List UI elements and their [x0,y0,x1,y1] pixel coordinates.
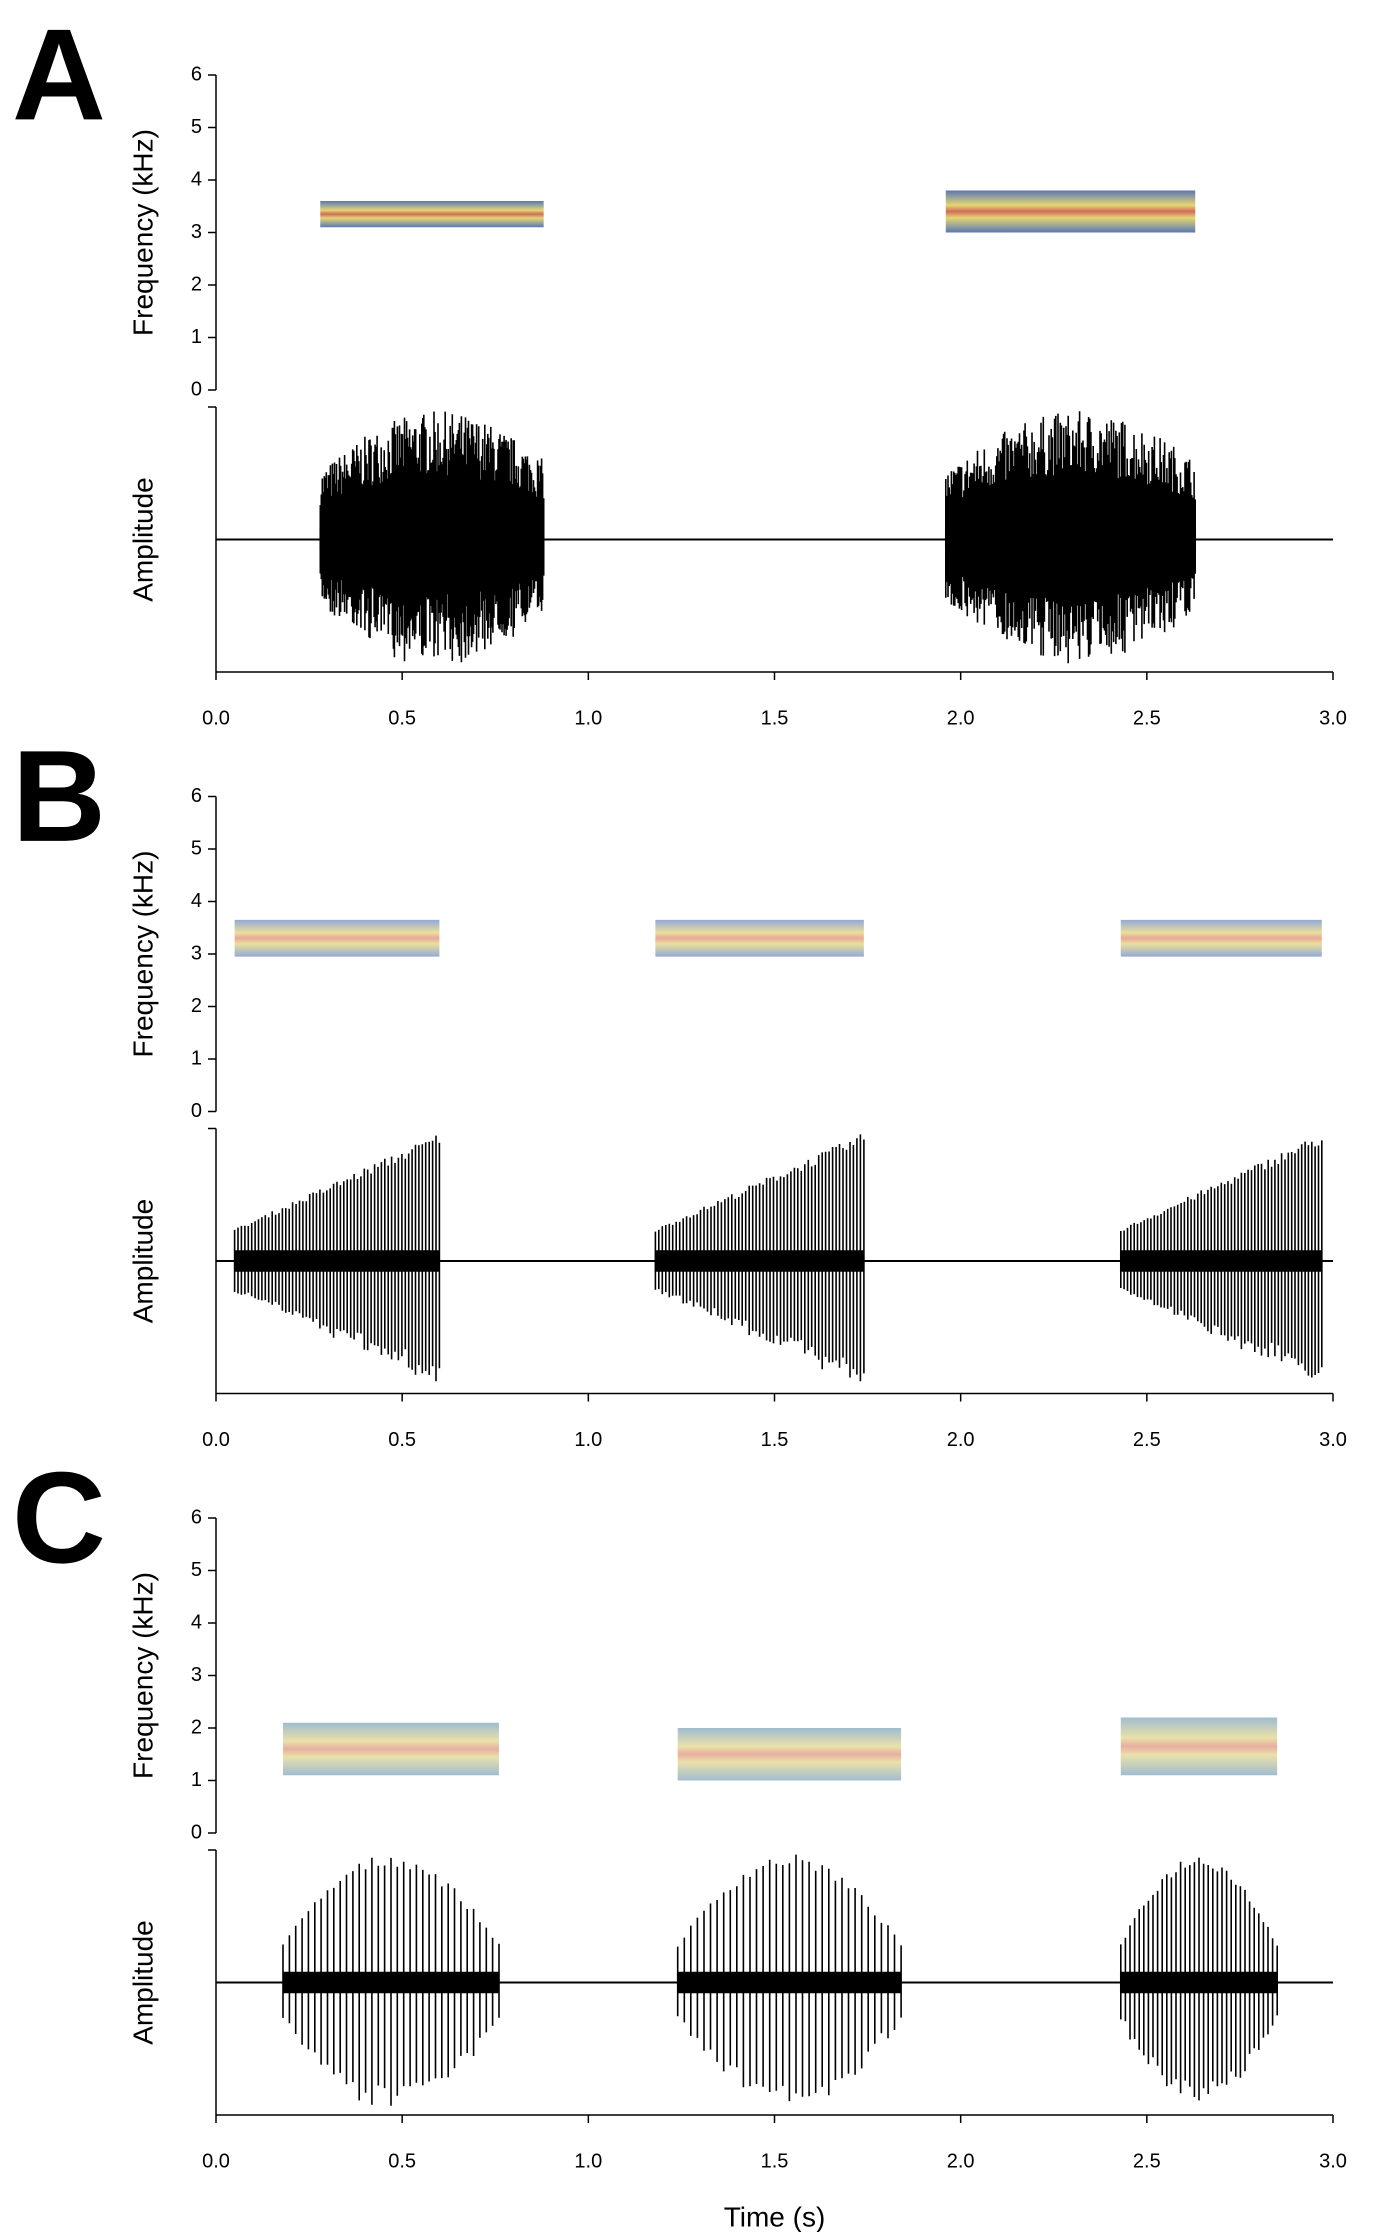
y-tick-label: 2 [191,273,202,295]
y-tick-label: 0 [191,1821,202,1843]
spectrogram-call [1120,919,1322,957]
waveform-call [944,411,1197,664]
spectrogram-call [945,190,1196,233]
y-tick-label: 5 [191,837,202,859]
y-tick-label: 0 [191,378,202,400]
waveform-call [282,1857,500,2106]
spectrogram-call [283,1722,499,1776]
amplitude-label: Amplitude [127,1199,158,1324]
waveform-call [1119,1857,1278,2101]
x-tick-label: 2.0 [947,1429,975,1451]
y-tick-label: 1 [191,326,202,348]
x-tick-label: 0.0 [202,1429,230,1451]
spectrogram-call [320,201,544,228]
x-tick-label: 2.5 [1133,2150,1161,2172]
y-tick-label: 5 [191,1559,202,1581]
y-tick-label: 6 [191,785,202,807]
y-tick-label: 2 [191,995,202,1017]
y-tick-label: 1 [191,1047,202,1069]
waveform-call [1119,1140,1323,1378]
x-axis-label: Time (s) [724,2201,826,2232]
waveform-call [233,1135,441,1382]
x-tick-label: 1.0 [574,707,602,729]
y-tick-label: 3 [191,221,202,243]
x-tick-label: 2.5 [1133,707,1161,729]
x-tick-label: 3.0 [1319,707,1347,729]
x-tick-label: 1.5 [761,2150,789,2172]
panel-label: C [12,1444,106,1590]
y-tick-label: 4 [191,1611,202,1633]
x-tick-label: 1.0 [574,2150,602,2172]
y-tick-label: 1 [191,1769,202,1791]
amplitude-label: Amplitude [127,477,158,602]
x-tick-label: 1.0 [574,1429,602,1451]
x-tick-label: 0.5 [388,2150,416,2172]
x-tick-label: 1.5 [761,1429,789,1451]
y-axis-label: Frequency (kHz) [127,851,158,1058]
y-tick-label: 3 [191,1664,202,1686]
amplitude-label: Amplitude [127,1920,158,2045]
x-tick-label: 2.0 [947,2150,975,2172]
y-tick-label: 0 [191,1100,202,1122]
spectrogram-call [677,1728,902,1781]
x-tick-label: 0.0 [202,707,230,729]
y-tick-label: 4 [191,890,202,912]
x-tick-label: 2.5 [1133,1429,1161,1451]
x-tick-label: 3.0 [1319,2150,1347,2172]
spectrogram-call [234,919,440,957]
waveform-call [676,1854,902,2102]
x-tick-label: 0.0 [202,2150,230,2172]
panel-label: B [12,723,106,869]
spectrogram-call [1120,1717,1278,1776]
panel-label: A [12,1,106,147]
x-tick-label: 2.0 [947,707,975,729]
y-tick-label: 4 [191,168,202,190]
y-axis-label: Frequency (kHz) [127,129,158,336]
waveform-call [654,1134,865,1382]
waveform-call [319,411,545,663]
x-tick-label: 0.5 [388,1429,416,1451]
y-tick-label: 5 [191,116,202,138]
x-tick-label: 3.0 [1319,1429,1347,1451]
y-tick-label: 2 [191,1716,202,1738]
x-tick-label: 0.5 [388,707,416,729]
x-tick-label: 1.5 [761,707,789,729]
y-tick-label: 6 [191,63,202,85]
y-tick-label: 6 [191,1506,202,1528]
spectrogram-call [655,919,864,957]
y-tick-label: 3 [191,942,202,964]
y-axis-label: Frequency (kHz) [127,1572,158,1779]
